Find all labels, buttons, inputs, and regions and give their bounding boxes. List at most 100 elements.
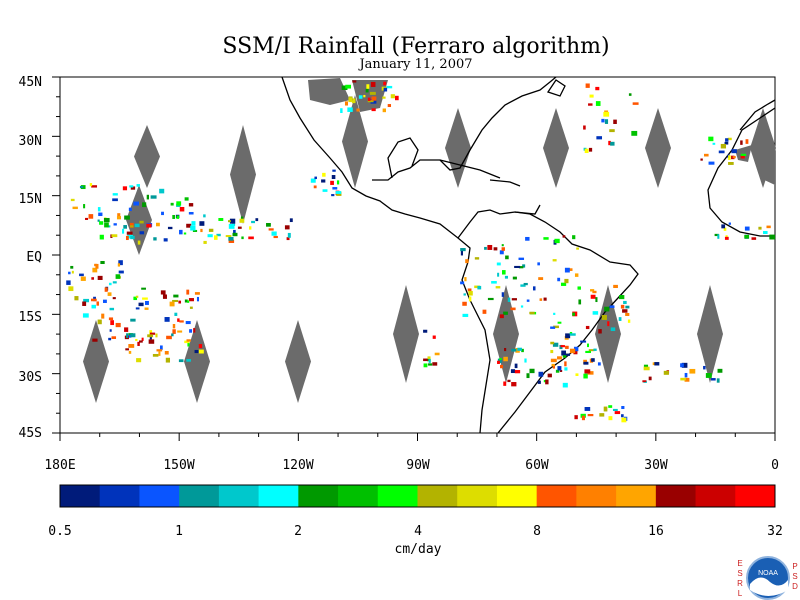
rain-pixel xyxy=(366,84,370,89)
rain-pixel xyxy=(66,280,71,285)
rain-pixel xyxy=(745,139,749,144)
rain-pixel xyxy=(643,366,650,371)
rain-pixel xyxy=(423,363,428,368)
rain-pixel xyxy=(135,338,138,341)
rain-pixel xyxy=(99,234,104,240)
rain-pixel xyxy=(363,94,366,98)
rain-pixel xyxy=(110,234,113,239)
rain-pixel xyxy=(608,140,611,146)
rain-pixel xyxy=(190,225,196,231)
rain-pixel xyxy=(130,333,136,338)
rain-pixel xyxy=(628,93,632,96)
rain-pixel xyxy=(109,307,115,311)
rain-pixel xyxy=(184,197,189,201)
rain-pixel xyxy=(462,301,467,306)
rain-pixel xyxy=(538,277,544,280)
missing-data-swath xyxy=(285,320,311,403)
rain-pixel xyxy=(577,286,581,290)
logo-letter-l: L xyxy=(738,589,743,598)
europe-coast xyxy=(739,99,776,131)
rain-pixel xyxy=(123,225,127,229)
rain-pixel xyxy=(510,369,516,374)
rain-pixel xyxy=(537,380,541,384)
rain-pixel xyxy=(97,219,100,222)
rain-pixel xyxy=(369,91,376,95)
rain-pixel xyxy=(127,234,133,239)
rain-pixel xyxy=(681,362,688,368)
rain-pixel xyxy=(172,214,176,219)
colorbar-frame xyxy=(59,484,776,508)
africa-coast xyxy=(707,107,776,237)
rain-pixel xyxy=(712,142,716,145)
rain-pixel xyxy=(178,300,182,304)
rain-pixel xyxy=(539,298,543,301)
rain-pixel xyxy=(110,320,114,326)
rain-pixel xyxy=(482,309,487,314)
rain-pixel xyxy=(517,347,522,351)
rain-pixel xyxy=(122,186,128,191)
rain-pixel xyxy=(83,298,90,303)
rain-pixel xyxy=(700,158,703,161)
logo-letter-r: R xyxy=(737,579,743,588)
rain-pixel xyxy=(255,218,259,222)
rain-pixel xyxy=(487,244,493,250)
rain-pixel xyxy=(565,333,571,339)
rain-pixel xyxy=(572,235,576,240)
rain-pixel xyxy=(599,413,605,417)
missing-data-swath xyxy=(543,108,569,188)
rain-pixel xyxy=(233,229,236,234)
rain-pixel xyxy=(501,244,504,247)
rain-pixel xyxy=(153,237,157,241)
rain-pixel xyxy=(717,368,723,373)
rain-pixel xyxy=(724,236,729,240)
rain-pixel xyxy=(172,324,176,329)
rain-pixel xyxy=(95,263,99,269)
rain-pixel xyxy=(740,153,747,156)
rain-pixel xyxy=(232,232,238,237)
rain-pixel xyxy=(193,328,196,333)
rain-pixel xyxy=(625,312,630,316)
cbar-tick-3: 4 xyxy=(414,524,422,539)
rain-pixel xyxy=(603,406,608,412)
rain-pixel xyxy=(188,211,194,215)
rain-pixel xyxy=(711,378,716,381)
rain-pixel xyxy=(601,315,607,320)
rain-pixel xyxy=(113,223,117,226)
rain-pixel xyxy=(371,108,376,112)
rain-pixel xyxy=(769,234,776,240)
rain-pixel xyxy=(200,228,203,233)
rain-pixel xyxy=(604,306,610,312)
rain-pixel xyxy=(591,358,595,362)
rain-pixel xyxy=(585,325,590,330)
rain-pixel xyxy=(595,101,601,106)
rain-pixel xyxy=(386,85,393,89)
rain-pixel xyxy=(612,408,618,412)
missing-data-swath xyxy=(393,285,419,383)
rain-pixel xyxy=(111,336,117,339)
rain-pixel xyxy=(164,317,170,322)
rain-pixel xyxy=(598,329,602,334)
rain-pixel xyxy=(100,260,105,265)
rain-pixel xyxy=(314,176,317,180)
rain-pixel xyxy=(504,347,507,352)
yucatan xyxy=(387,137,419,179)
rain-pixel xyxy=(428,363,433,366)
rain-pixel xyxy=(573,346,579,352)
rain-pixel xyxy=(589,94,594,98)
rain-pixel xyxy=(322,189,328,192)
rain-pixel xyxy=(138,302,144,307)
rain-pixel xyxy=(576,247,579,250)
colorbar-swatch xyxy=(338,485,379,507)
rain-pixel xyxy=(514,363,518,369)
colorbar-swatch xyxy=(735,485,776,507)
missing-data-swath xyxy=(645,108,671,188)
rain-pixel xyxy=(322,172,326,177)
rain-pixel xyxy=(557,277,561,282)
rain-pixel xyxy=(128,334,132,338)
rain-pixel xyxy=(188,298,194,302)
rain-pixel xyxy=(529,311,535,315)
map-panel xyxy=(52,76,776,441)
missing-data-swath xyxy=(342,95,368,188)
rain-pixel xyxy=(128,350,132,354)
rain-pixel xyxy=(751,237,757,240)
